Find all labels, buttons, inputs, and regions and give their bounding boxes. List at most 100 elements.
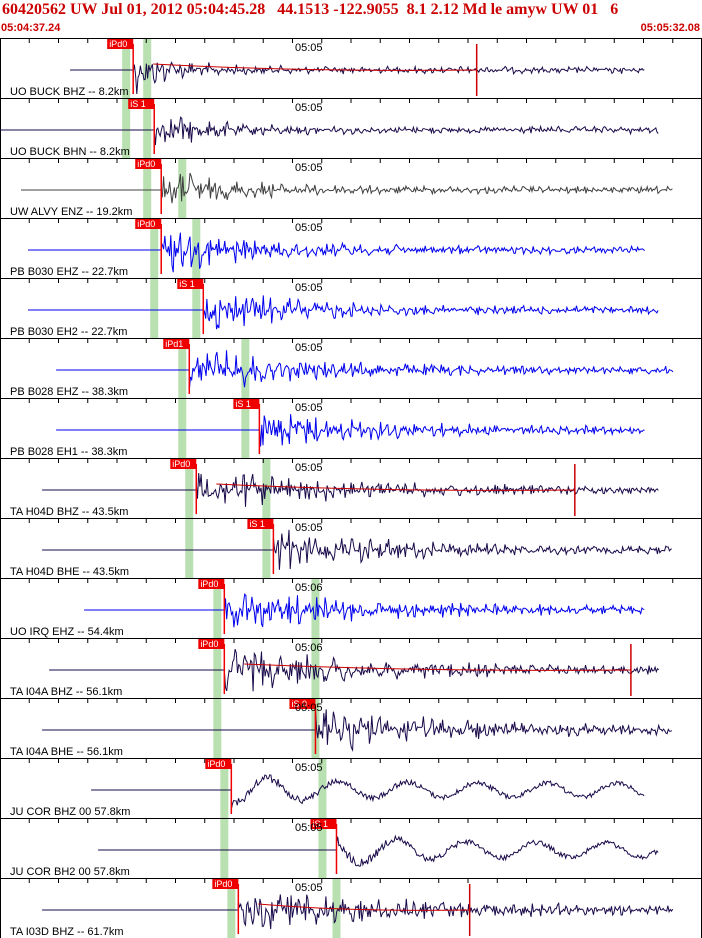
phase-band [318, 818, 327, 878]
event-title: 60420562 UW Jul 01, 2012 05:04:45.28 44.… [2, 1, 619, 18]
time-label: 05:05 [295, 222, 323, 234]
trace-panel: iPd0 05:06 TA I04A BHZ -- 56.1km [0, 638, 702, 699]
pick-flag [135, 219, 162, 229]
waveform-trace [98, 834, 659, 867]
time-label: 05:06 [295, 642, 323, 654]
time-label: 05:05 [295, 882, 323, 894]
time-label: 05:05 [295, 102, 323, 114]
station-label: UO BUCK BHN -- 8.2km [10, 146, 130, 158]
station-label: PB B030 EHZ -- 22.7km [10, 266, 128, 278]
end-time: 05:05:32.08 [640, 22, 700, 34]
pick-label: iS 1 [179, 279, 195, 289]
pick-flag [107, 39, 134, 49]
trace-panel: iS 105:05 JU COR BH2 00 57.8km [0, 818, 702, 879]
station-label: JU COR BH2 00 57.8km [10, 866, 130, 878]
pick-label: iPd0 [214, 879, 232, 889]
time-label: 05:05 [295, 342, 323, 354]
waveform-trace [56, 414, 645, 447]
trace-panel: iPd0 05:05 JU COR BHZ 00 57.8km [0, 758, 702, 819]
waveform-trace [84, 593, 645, 628]
waveform-trace [28, 295, 659, 330]
pick-flag [198, 639, 225, 649]
model-curve [258, 903, 470, 911]
pick-flag [310, 819, 337, 829]
time-label: 05:05 [295, 702, 323, 714]
phase-band [311, 578, 320, 638]
station-label: PB B028 EHZ -- 38.3km [10, 386, 128, 398]
time-label: 05:05 [295, 522, 323, 534]
pick-flag [205, 759, 232, 769]
trace-panel: iPd0 05:05 PB B030 EHZ -- 22.7km [0, 218, 702, 279]
phase-band [143, 158, 152, 218]
trace-panel: iS 1 05:05 TA H04D BHE -- 43.5km [0, 518, 702, 579]
waveform-trace [0, 116, 659, 146]
phase-band [185, 518, 194, 578]
model-curve [153, 63, 477, 71]
pick-label: iS 1 [312, 819, 328, 829]
phase-band [241, 398, 250, 458]
pick-flag [247, 519, 274, 529]
waveform-trace [28, 232, 646, 273]
trace-panel: iPd0 05:05 TA H04D BHZ -- 43.5km [0, 458, 702, 519]
waveform-trace [42, 529, 672, 570]
waveform-trace [42, 894, 674, 930]
station-label: UO IRQ EHZ -- 54.4km [10, 626, 124, 638]
pick-flag [135, 159, 162, 169]
pick-label: iS 1 [235, 399, 251, 409]
pick-label: iPd0 [137, 219, 155, 229]
pick-label: iS 0 [291, 699, 307, 709]
phase-band [220, 818, 229, 878]
phase-band [318, 758, 327, 818]
time-label: 05:05 [295, 162, 323, 174]
pick-flag [163, 339, 190, 349]
phase-band [192, 218, 201, 278]
phase-band [220, 758, 229, 818]
phase-band [241, 338, 250, 398]
phase-band [185, 458, 194, 518]
trace-panel: iPd0 05:06 UO IRQ EHZ -- 54.4km [0, 578, 702, 639]
pick-label: iPd0 [200, 639, 218, 649]
trace-panel: iPd1 05:05 PB B028 EHZ -- 38.3km [0, 338, 702, 399]
trace-panel: iPd0 05:05 UO BUCK BHZ -- 8.2km [0, 38, 702, 99]
phase-band [178, 398, 187, 458]
time-label: 05:05 [295, 822, 323, 834]
time-label: 05:05 [295, 462, 323, 474]
pick-flag [198, 579, 225, 589]
trace-panel: iS 005:05 TA I04A BHE -- 56.1km [0, 698, 702, 759]
phase-band [192, 278, 201, 338]
station-label: TA I03D BHZ -- 61.7km [10, 926, 124, 938]
pick-label: iPd0 [200, 579, 218, 589]
phase-band [150, 278, 159, 338]
waveform-trace [42, 707, 673, 753]
trace-panel: iPd0 05:05 TA I03D BHZ -- 61.7km [0, 878, 702, 938]
phase-band [122, 38, 131, 98]
phase-band [143, 98, 152, 158]
pick-flag [289, 699, 316, 709]
station-label: JU COR BHZ 00 57.8km [10, 806, 130, 818]
pick-label: iPd0 [207, 759, 225, 769]
trace-panel: iPd0 05:05 UW ALVY ENZ -- 19.2km [0, 158, 702, 219]
waveform-trace [49, 649, 660, 692]
waveform-trace [56, 350, 674, 391]
phase-band [262, 518, 271, 578]
pick-flag [233, 399, 260, 409]
trace-panel: iS 1 05:05 UO BUCK BHN -- 8.2km [0, 98, 702, 159]
station-label: TA H04D BHZ -- 43.5km [10, 506, 128, 518]
phase-band [122, 98, 131, 158]
trace-panel: iS 1 05:05 PB B028 EH1 -- 38.3km [0, 398, 702, 459]
station-label: UO BUCK BHZ -- 8.2km [10, 86, 129, 98]
phase-band [178, 338, 187, 398]
pick-flag [212, 879, 239, 889]
model-curve [244, 663, 631, 671]
pick-label: iPd1 [165, 339, 183, 349]
pick-label: iPd0 [137, 159, 155, 169]
phase-band [150, 218, 159, 278]
pick-flag [128, 99, 155, 109]
phase-band [213, 638, 222, 698]
pick-flag [177, 279, 204, 289]
pick-label: iPd0 [172, 459, 190, 469]
pick-flag [170, 459, 197, 469]
station-label: TA I04A BHZ -- 56.1km [10, 686, 122, 698]
